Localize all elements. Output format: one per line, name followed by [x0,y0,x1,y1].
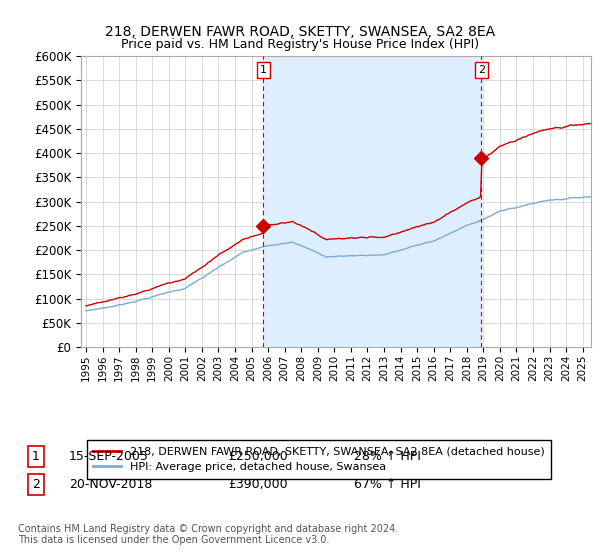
Text: 2: 2 [478,65,485,74]
Text: 218, DERWEN FAWR ROAD, SKETTY, SWANSEA, SA2 8EA: 218, DERWEN FAWR ROAD, SKETTY, SWANSEA, … [105,25,495,39]
Text: Contains HM Land Registry data © Crown copyright and database right 2024.
This d: Contains HM Land Registry data © Crown c… [18,524,398,545]
Bar [263,56,481,347]
Text: 1: 1 [32,450,40,463]
Text: 28% ↑ HPI: 28% ↑ HPI [354,450,421,463]
Text: Price paid vs. HM Land Registry's House Price Index (HPI): Price paid vs. HM Land Registry's House … [121,38,479,51]
Text: 1: 1 [260,65,267,74]
Text: 67% ↑ HPI: 67% ↑ HPI [354,478,421,491]
Text: 20-NOV-2018: 20-NOV-2018 [69,478,152,491]
Text: 2: 2 [32,478,40,491]
Text: £390,000: £390,000 [228,478,287,491]
Text: £250,000: £250,000 [228,450,288,463]
Text: 15-SEP-2005: 15-SEP-2005 [69,450,149,463]
Legend: 218, DERWEN FAWR ROAD, SKETTY, SWANSEA, SA2 8EA (detached house), HPI: Average p: 218, DERWEN FAWR ROAD, SKETTY, SWANSEA, … [86,440,551,479]
